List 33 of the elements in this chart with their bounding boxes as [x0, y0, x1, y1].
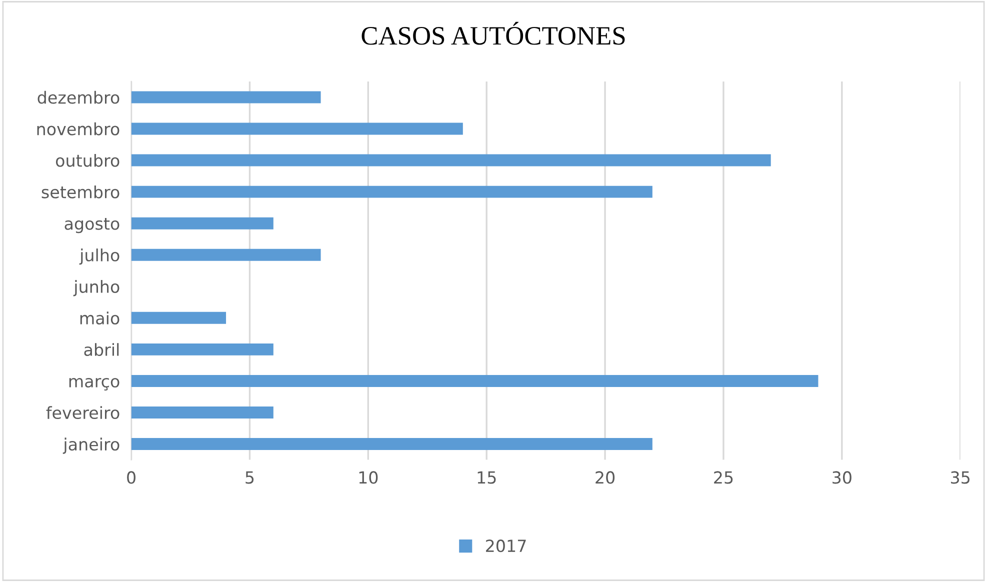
bar — [131, 374, 818, 387]
x-tick-label: 25 — [714, 471, 733, 484]
y-tick-label: outubro — [56, 154, 120, 167]
x-tick-label: 5 — [246, 471, 254, 484]
y-tick-label: setembro — [42, 185, 120, 198]
x-tick-label: 10 — [359, 471, 378, 484]
bar — [131, 122, 463, 135]
y-tick-label: março — [69, 378, 120, 391]
bar — [131, 312, 226, 324]
bar — [131, 406, 274, 418]
bar — [131, 217, 274, 230]
y-tick-label: maio — [80, 312, 120, 324]
y-tick-label: janeiro — [62, 438, 120, 454]
bar — [131, 438, 652, 450]
y-tick-label: agosto — [64, 218, 120, 234]
x-tick-label: 15 — [478, 471, 496, 484]
bar — [131, 186, 652, 198]
x-tick-label: 0 — [127, 471, 136, 484]
y-tick-label: abril — [84, 343, 119, 356]
y-tick-label: julho — [79, 248, 120, 265]
bar — [131, 154, 771, 166]
x-tick-label: 20 — [596, 471, 615, 484]
y-tick-label: junho — [73, 280, 120, 296]
x-tick-label: 35 — [951, 471, 970, 484]
bar — [131, 248, 321, 261]
x-tick-label: 30 — [832, 471, 852, 484]
bar — [131, 91, 321, 104]
y-tick-label: dezembro — [38, 90, 120, 104]
bar — [131, 343, 274, 356]
legend-label: 2017 — [486, 540, 526, 552]
y-tick-label: novembro — [37, 122, 120, 136]
chart-title: CASOS AUTÓCTONES — [362, 22, 625, 45]
y-tick-label: fevereiro — [46, 406, 120, 420]
